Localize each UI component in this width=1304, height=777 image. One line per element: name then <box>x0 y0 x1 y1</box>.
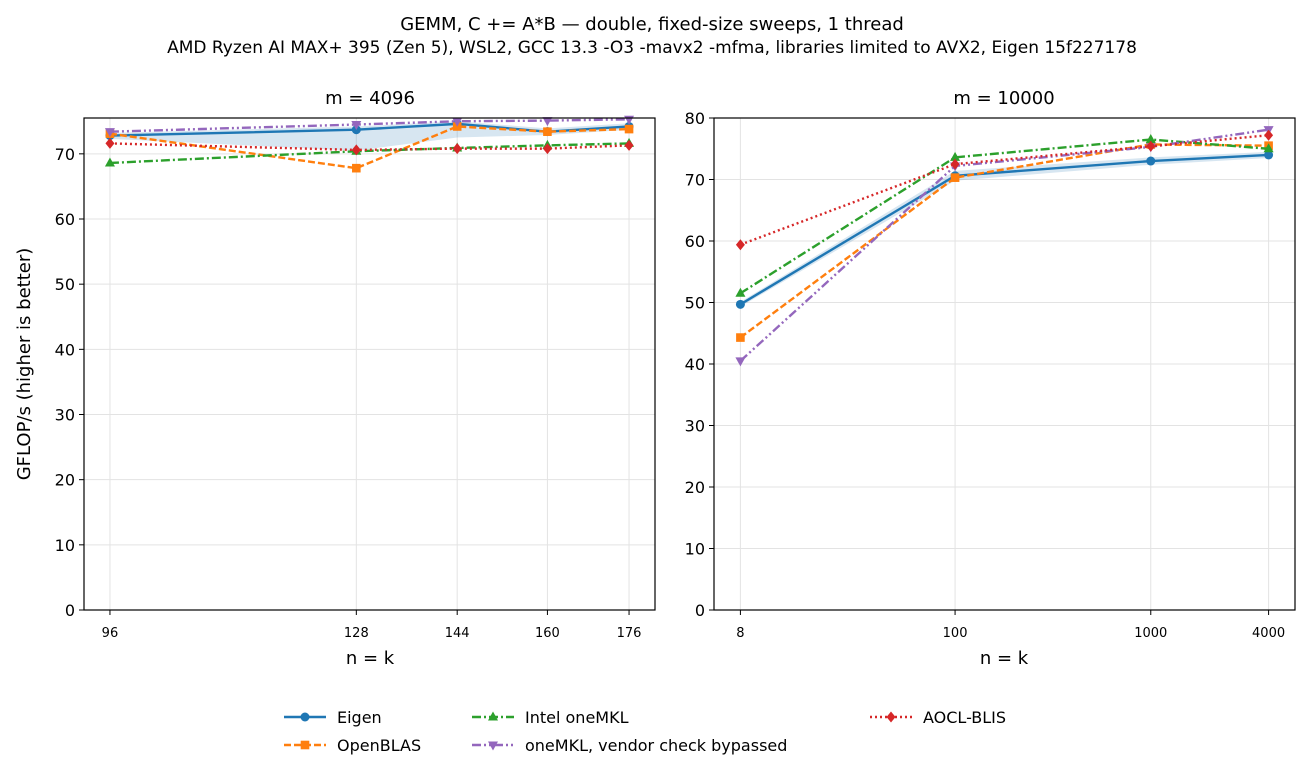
legend-entry-eigen: Eigen <box>284 708 382 727</box>
x-tick-label: 96 <box>102 626 119 641</box>
legend-label: oneMKL, vendor check bypassed <box>525 736 787 755</box>
panel-title: m = 10000 <box>953 88 1054 109</box>
legend-entry-openblas: OpenBLAS <box>284 736 421 755</box>
y-tick-label: 50 <box>685 294 705 313</box>
y-tick-label: 30 <box>685 417 705 436</box>
legend-entry-onemkl-vendor-check-bypassed: oneMKL, vendor check bypassed <box>472 736 787 755</box>
panel-m10000: m = 10000 n = k 0 10 20 30 40 50 60 70 80 8 100 100… <box>685 88 1296 669</box>
series-aocl-blis <box>105 137 634 156</box>
data-point <box>735 287 746 297</box>
y-axis-label: GFLOP/s (higher is better) <box>14 248 35 481</box>
data-point <box>543 127 552 136</box>
x-tick-label: 176 <box>617 626 642 641</box>
x-tick-label: 1000 <box>1134 626 1167 641</box>
x-tick-label: 128 <box>344 626 369 641</box>
legend-entry-intel-onemkl: Intel oneMKL <box>472 708 629 727</box>
legend-marker <box>886 711 896 723</box>
x-tick-label: 160 <box>535 626 560 641</box>
x-tick-label: 144 <box>445 626 470 641</box>
legend-label: AOCL-BLIS <box>923 708 1006 727</box>
y-tick-label: 20 <box>685 478 705 497</box>
y-tick-label: 10 <box>685 540 705 559</box>
series-band-eigen <box>740 151 1269 307</box>
data-point <box>351 121 362 131</box>
y-tick-label: 0 <box>695 601 705 620</box>
data-point <box>1264 129 1274 141</box>
data-point <box>1145 134 1156 144</box>
data-point <box>735 239 745 251</box>
data-point <box>105 137 115 149</box>
x-tick-label: 4000 <box>1252 626 1285 641</box>
y-tick-label: 0 <box>65 601 75 620</box>
legend-marker <box>488 741 498 751</box>
legend-label: Intel oneMKL <box>525 708 629 727</box>
x-axis-label: n = k <box>980 648 1029 669</box>
x-tick-label: 100 <box>943 626 968 641</box>
data-point <box>452 143 462 155</box>
data-point <box>452 117 463 127</box>
x-axis-label: n = k <box>346 648 395 669</box>
y-tick-label: 20 <box>55 471 75 490</box>
data-point <box>352 163 361 173</box>
data-point <box>624 139 634 151</box>
y-tick-label: 50 <box>55 275 75 294</box>
panel-m4096: m = 4096 n = k GFLOP/s (higher is better… <box>14 88 656 669</box>
series-line <box>109 125 630 170</box>
y-tick-label: 70 <box>685 171 705 190</box>
data-point <box>1146 156 1156 166</box>
data-point <box>950 158 960 170</box>
series-line <box>739 153 1269 306</box>
legend-entry-aocl-blis: AOCL-BLIS <box>870 708 1006 727</box>
series-line <box>739 134 1269 246</box>
series-intel-onemkl <box>735 134 1274 297</box>
data-point <box>736 333 745 342</box>
plot-frame <box>713 117 1296 611</box>
data-point <box>104 157 115 167</box>
plot-frame <box>83 117 656 611</box>
grid <box>714 117 1295 611</box>
figure-subtitle: AMD Ryzen AI MAX+ 395 (Zen 5), WSL2, GCC… <box>167 38 1137 58</box>
x-tick-label: 8 <box>736 626 744 641</box>
series-line <box>739 143 1269 339</box>
y-tick-label: 60 <box>685 232 705 251</box>
data-point <box>1264 150 1274 160</box>
legend-marker <box>488 711 498 721</box>
y-tick-label: 80 <box>685 109 705 128</box>
y-tick-label: 30 <box>55 406 75 425</box>
y-tick-label: 40 <box>55 340 75 359</box>
data-point <box>735 299 745 309</box>
legend-marker <box>300 740 310 750</box>
y-tick-label: 10 <box>55 536 75 555</box>
grid <box>84 118 655 611</box>
data-point <box>624 124 634 134</box>
data-point <box>1263 143 1274 153</box>
legend-marker <box>300 712 310 722</box>
data-point <box>542 143 552 155</box>
data-point <box>950 151 961 161</box>
data-point <box>104 128 115 138</box>
data-point <box>735 357 746 367</box>
series-aocl-blis <box>735 129 1274 251</box>
data-point <box>351 144 361 156</box>
data-point <box>1146 140 1156 152</box>
legend-label: OpenBLAS <box>337 736 421 755</box>
y-tick-label: 40 <box>685 355 705 374</box>
y-tick-label: 70 <box>55 145 75 164</box>
figure-title: GEMM, C += A*B — double, fixed-size swee… <box>400 14 904 35</box>
legend: Eigen OpenBLAS Intel oneMKL oneMKL, vendor … <box>284 708 1006 755</box>
panel-title: m = 4096 <box>325 88 415 109</box>
series-line <box>739 138 1269 295</box>
y-tick-label: 60 <box>55 210 75 229</box>
legend-label: Eigen <box>337 708 382 727</box>
data-point <box>950 173 960 182</box>
data-point <box>542 117 553 127</box>
series-line <box>739 128 1269 362</box>
